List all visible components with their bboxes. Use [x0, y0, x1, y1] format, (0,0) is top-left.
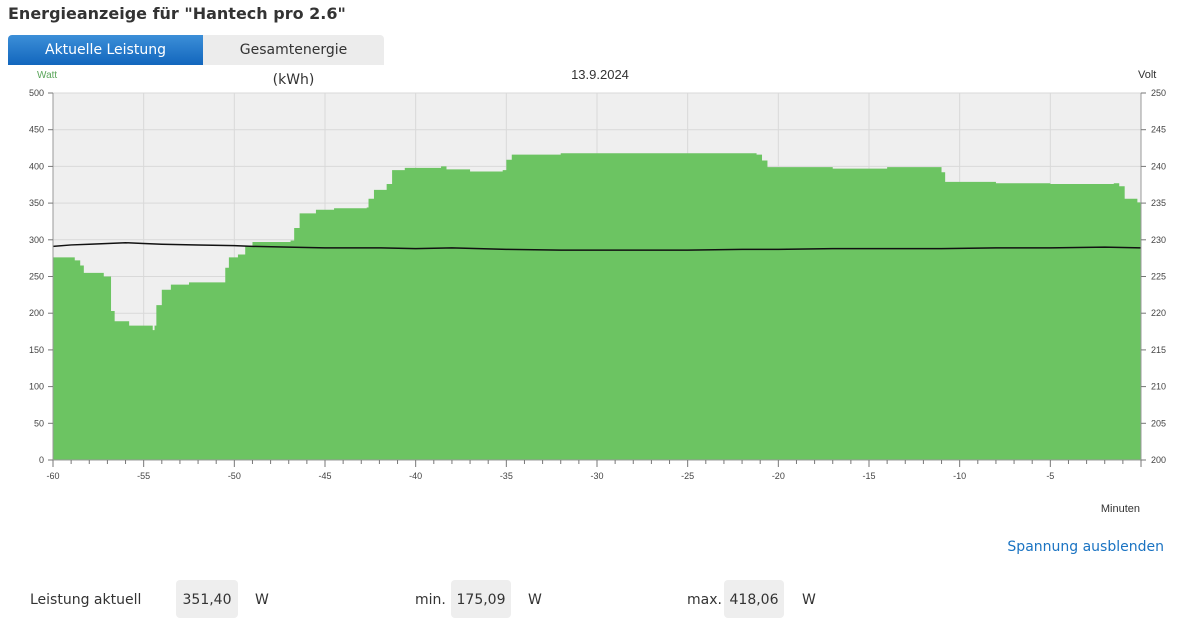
right-axis-label: Volt	[1138, 69, 1156, 81]
y-left-tick-label: 50	[34, 418, 44, 428]
x-tick-label: -20	[772, 471, 785, 481]
x-tick-label: -60	[46, 471, 59, 481]
y-right-tick-label: 245	[1151, 125, 1166, 135]
voltage-line-series	[52, 241, 1142, 251]
stats-row: Leistung aktuell 351,40 W min. 175,09 W …	[0, 580, 1182, 620]
x-tick-label: -55	[137, 471, 150, 481]
y-right-tick-label: 250	[1151, 88, 1166, 98]
x-tick-label: -50	[228, 471, 241, 481]
current-power-label: Leistung aktuell	[30, 592, 142, 608]
y-right-tick-label: 225	[1151, 272, 1166, 282]
left-axis-label: Watt	[37, 70, 57, 81]
y-left-tick-label: 300	[29, 235, 44, 245]
y-left-tick-label: 150	[29, 345, 44, 355]
x-tick-label: -25	[681, 471, 694, 481]
power-area-series	[53, 153, 1141, 461]
x-tick-label: -5	[1046, 471, 1054, 481]
tab-bar: Aktuelle Leistung (Watt) Gesamtenergie (…	[8, 35, 384, 88]
page-title: Energieanzeige für "Hantech pro 2.6"	[8, 4, 346, 23]
min-power-label: min.	[415, 592, 446, 608]
x-tick-label: -30	[590, 471, 603, 481]
x-axis-label: Minuten	[1101, 503, 1140, 515]
y-left-tick-label: 200	[29, 308, 44, 318]
y-right-tick-label: 205	[1151, 418, 1166, 428]
chart-title: 13.9.2024	[571, 67, 629, 82]
max-power-label: max.	[687, 592, 722, 608]
y-left-tick-label: 350	[29, 198, 44, 208]
y-left-tick-label: 100	[29, 382, 44, 392]
tick-labels: -60 -55 -50 -45 -40 -35 -30 -25 -20 -15 -10 -505010…	[29, 88, 1166, 481]
y-right-tick-label: 220	[1151, 308, 1166, 318]
x-tick-label: -45	[318, 471, 331, 481]
x-tick-label: -40	[409, 471, 422, 481]
y-right-tick-label: 240	[1151, 161, 1166, 171]
tab-current-power[interactable]: Aktuelle Leistung (Watt)	[8, 35, 203, 88]
max-power-unit: W	[802, 592, 816, 608]
x-tick-label: -35	[500, 471, 513, 481]
y-left-tick-label: 500	[29, 88, 44, 98]
power-chart: -60 -55 -50 -45 -40 -35 -30 -25 -20 -15 -10 -505010…	[29, 67, 1166, 515]
x-tick-label: -15	[862, 471, 875, 481]
y-right-tick-label: 210	[1151, 382, 1166, 392]
y-left-tick-label: 400	[29, 161, 44, 171]
current-power-unit: W	[255, 592, 269, 608]
axes	[48, 92, 1146, 467]
y-left-tick-label: 0	[39, 455, 44, 465]
y-left-tick-label: 250	[29, 272, 44, 282]
current-power-value: 351,40	[176, 580, 238, 618]
tab-total-energy[interactable]: Gesamtenergie (kWh)	[203, 35, 384, 88]
y-left-tick-label: 450	[29, 125, 44, 135]
min-power-value: 175,09	[451, 580, 511, 618]
min-power-unit: W	[528, 592, 542, 608]
y-right-tick-label: 230	[1151, 235, 1166, 245]
x-tick-label: -10	[953, 471, 966, 481]
y-right-tick-label: 200	[1151, 455, 1166, 465]
hide-voltage-link[interactable]: Spannung ausblenden	[1007, 539, 1164, 555]
y-right-tick-label: 215	[1151, 345, 1166, 355]
y-right-tick-label: 235	[1151, 198, 1166, 208]
max-power-value: 418,06	[724, 580, 784, 618]
